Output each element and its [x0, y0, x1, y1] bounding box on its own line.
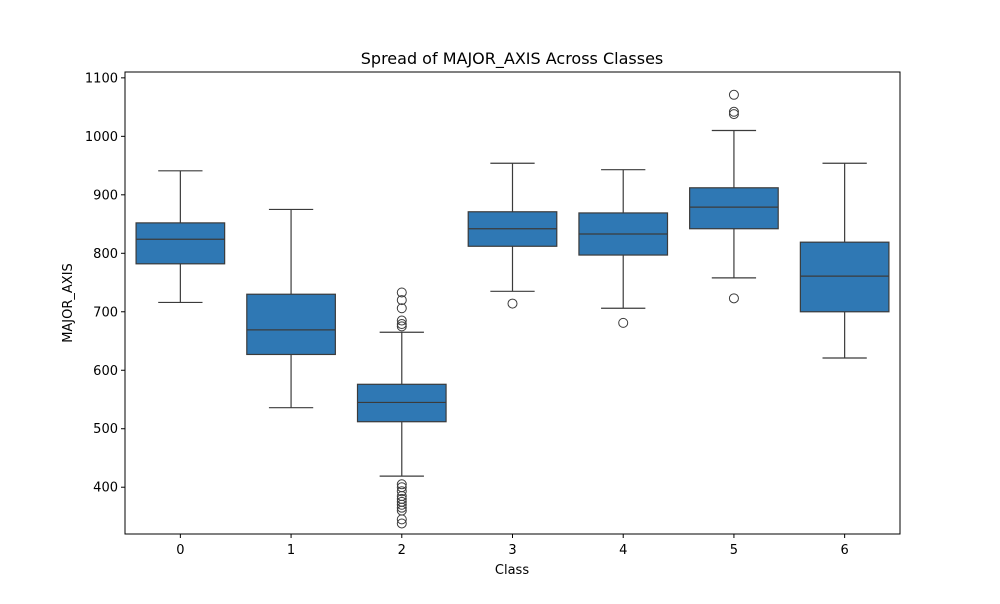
- y-tick-label: 400: [93, 481, 118, 496]
- x-tick-label: 6: [841, 543, 849, 558]
- y-tick-label: 600: [93, 364, 118, 379]
- outlier-point: [728, 89, 739, 100]
- box-group-class-1: [246, 208, 336, 409]
- iqr-box: [799, 241, 890, 313]
- x-tick-label: 5: [730, 543, 738, 558]
- outlier-point: [396, 486, 407, 497]
- box-group-class-6: [799, 162, 890, 359]
- outlier-point: [396, 479, 407, 490]
- x-axis-label: Class: [495, 563, 529, 578]
- outlier-point: [396, 287, 407, 298]
- outlier-point: [396, 499, 407, 510]
- axes-frame: [124, 71, 901, 535]
- outlier-point: [396, 321, 407, 332]
- box-group-class-5: [689, 89, 779, 304]
- iqr-box: [135, 222, 226, 265]
- plot-area: [135, 89, 890, 529]
- box-group-class-2: [356, 287, 447, 529]
- y-axis: 400 500 600 700 800 900 1000 1100: [85, 71, 125, 496]
- outlier-point: [396, 319, 407, 330]
- outlier-point: [396, 295, 407, 306]
- iqr-box: [246, 293, 336, 356]
- chart-title: Spread of MAJOR_AXIS Across Classes: [361, 49, 664, 69]
- outlier-point: [618, 317, 629, 328]
- outlier-point: [396, 502, 407, 513]
- x-tick-label: 3: [508, 543, 516, 558]
- outlier-point: [728, 293, 739, 304]
- outlier-point: [507, 298, 518, 309]
- x-tick-label: 4: [619, 543, 627, 558]
- outlier-point: [396, 518, 407, 529]
- y-tick-label: 900: [93, 188, 118, 203]
- y-tick-label: 500: [93, 422, 118, 437]
- x-tick-label: 0: [176, 543, 184, 558]
- outlier-point: [396, 514, 407, 525]
- x-axis: 0 1 2 3 4 5 6: [176, 534, 849, 558]
- y-tick-label: 700: [93, 305, 118, 320]
- x-tick-label: 2: [398, 543, 406, 558]
- outlier-point: [728, 106, 739, 117]
- y-axis-label: MAJOR_AXIS: [61, 263, 76, 343]
- y-tick-label: 1100: [85, 71, 118, 86]
- y-tick-label: 800: [93, 247, 118, 262]
- outlier-point: [728, 109, 739, 120]
- box-group-class-4: [578, 169, 669, 328]
- y-tick-label: 1000: [85, 130, 118, 145]
- iqr-box: [689, 187, 779, 230]
- box-group-class-0: [135, 170, 226, 304]
- outlier-point: [396, 315, 407, 326]
- outlier-point: [396, 303, 407, 314]
- x-tick-label: 1: [287, 543, 295, 558]
- box-group-class-3: [467, 162, 558, 309]
